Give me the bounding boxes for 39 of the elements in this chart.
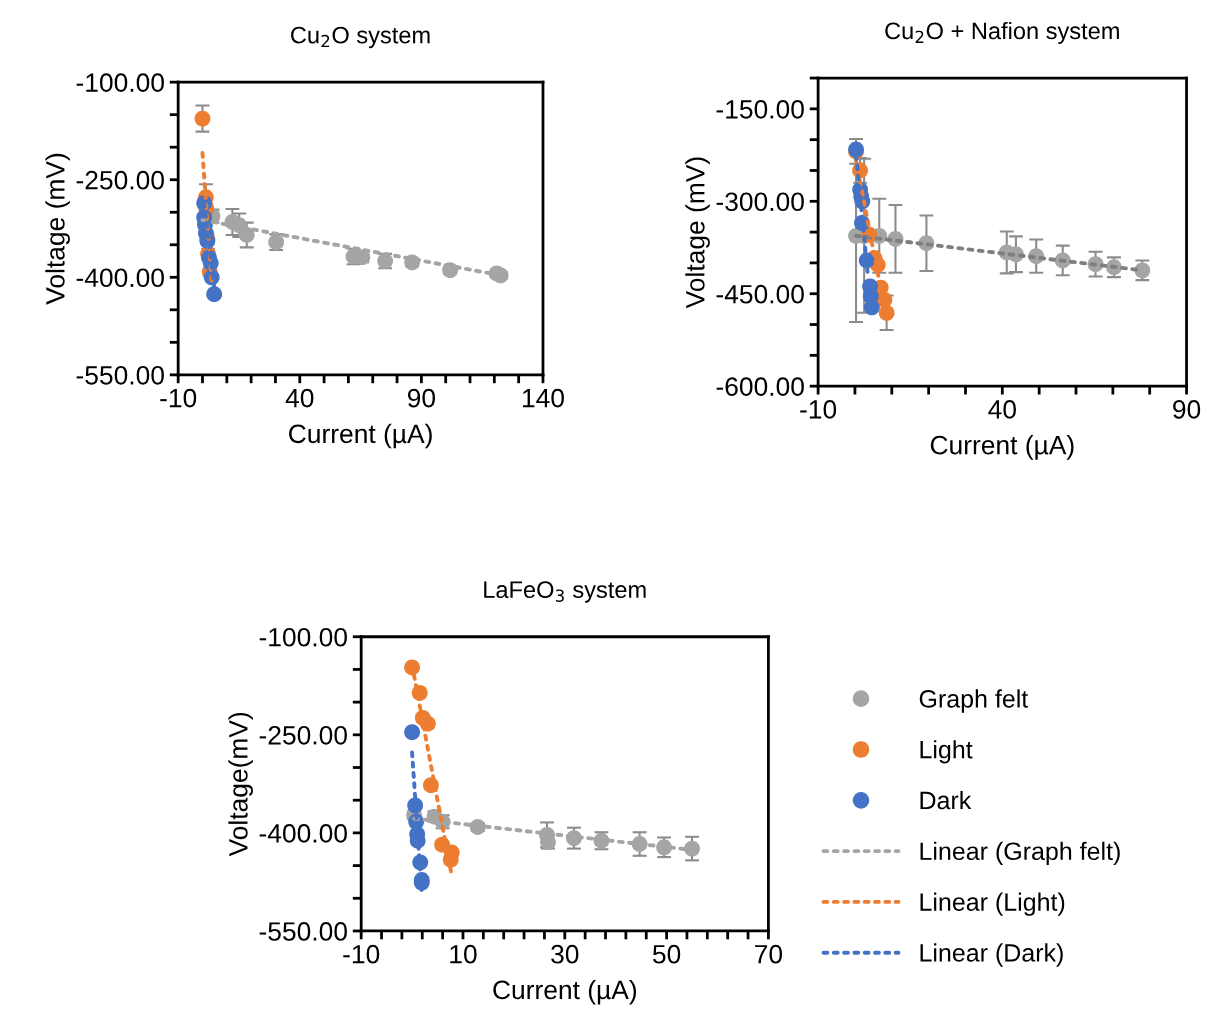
x-tick-label: 40 — [988, 400, 1016, 419]
x-tick-label: -10 — [800, 400, 837, 419]
x-tick-label: -10 — [343, 944, 380, 964]
y-tick-label: -300.00 — [716, 192, 804, 212]
x-tick-label: 70 — [755, 944, 783, 964]
y-axis-title: Voltage (mV) — [685, 157, 710, 309]
x-tick-label: 90 — [1173, 400, 1201, 419]
y-tick-label: -400.00 — [259, 824, 347, 843]
y-tick-label: -600.00 — [716, 377, 804, 396]
y-tick-label: -450.00 — [716, 284, 804, 304]
y-axis-title: Voltage(mV) — [228, 712, 253, 857]
legend-label: Graph felt — [919, 689, 1029, 713]
x-axis-title: Current (µA) — [289, 423, 432, 449]
y-tick-label: -550.00 — [259, 922, 347, 941]
legend-label: Dark — [920, 790, 972, 810]
y-tick-label: -550.00 — [76, 365, 164, 385]
chart-title: Cu$_{2}$O + Nafion system — [885, 21, 1119, 44]
y-tick-label: -100.00 — [76, 73, 164, 92]
y-axis-title: Voltage (mV) — [45, 153, 70, 305]
x-axis-title: Current (µA) — [930, 435, 1074, 460]
x-tick-label: 40 — [285, 388, 314, 408]
y-tick-label: -400.00 — [76, 268, 164, 288]
legend-label: Linear (Graph felt) — [920, 841, 1120, 866]
x-tick-label: 50 — [652, 944, 681, 964]
x-tick-label: -10 — [160, 388, 197, 408]
legend-label: Light — [920, 740, 973, 764]
x-tick-label: 30 — [551, 944, 579, 964]
x-axis-title: Current (µA) — [493, 979, 637, 1005]
y-tick-label: -250.00 — [76, 170, 164, 190]
y-tick-label: -150.00 — [716, 100, 804, 119]
x-tick-label: 140 — [522, 388, 564, 408]
x-tick-label: 10 — [450, 944, 477, 964]
x-tick-label: 90 — [407, 388, 436, 408]
y-tick-label: -100.00 — [259, 627, 347, 647]
y-tick-label: -250.00 — [259, 725, 347, 745]
legend-label: Linear (Light) — [920, 892, 1065, 916]
chart-title: LaFeO$_{3}$ system — [484, 581, 646, 603]
chart-title: Cu$_{2}$O system — [291, 26, 430, 49]
legend-label: Linear (Dark) — [920, 943, 1063, 967]
